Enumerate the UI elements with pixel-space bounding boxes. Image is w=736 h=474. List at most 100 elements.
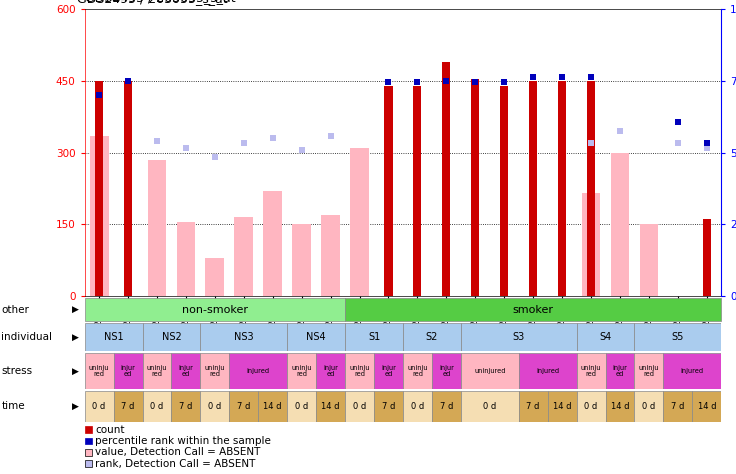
Text: 7 d: 7 d — [526, 402, 540, 411]
Bar — [85, 353, 113, 389]
Text: 7 d: 7 d — [180, 402, 193, 411]
Text: uninju
red: uninju red — [350, 365, 369, 377]
Bar — [461, 323, 576, 351]
Text: NS2: NS2 — [162, 332, 181, 342]
Text: NS3: NS3 — [234, 332, 254, 342]
Text: 0 d: 0 d — [411, 402, 424, 411]
Bar — [461, 353, 519, 389]
Bar — [234, 217, 253, 296]
Bar — [432, 353, 461, 389]
Bar — [414, 86, 422, 296]
Text: value, Detection Call = ABSENT: value, Detection Call = ABSENT — [95, 447, 261, 457]
Text: uninju
red: uninju red — [407, 365, 428, 377]
Bar — [471, 79, 479, 296]
Bar — [287, 323, 345, 351]
Bar — [576, 391, 606, 422]
Text: rank, Detection Call = ABSENT: rank, Detection Call = ABSENT — [95, 459, 255, 469]
Bar — [611, 153, 629, 296]
Bar — [143, 353, 171, 389]
Bar — [148, 160, 166, 296]
Bar — [519, 353, 576, 389]
Bar — [316, 391, 345, 422]
Text: uninju
red: uninju red — [581, 365, 601, 377]
Bar — [258, 391, 287, 422]
Text: 14 d: 14 d — [322, 402, 340, 411]
Bar — [205, 257, 224, 296]
Text: stress: stress — [1, 366, 32, 376]
Text: 7 d: 7 d — [237, 402, 250, 411]
Bar — [321, 215, 340, 296]
Text: 14 d: 14 d — [611, 402, 629, 411]
Text: injur
ed: injur ed — [381, 365, 396, 377]
Text: individual: individual — [1, 332, 52, 342]
Bar — [576, 353, 606, 389]
Text: 0 d: 0 d — [584, 402, 598, 411]
Text: percentile rank within the sample: percentile rank within the sample — [95, 436, 271, 446]
Text: injured: injured — [247, 368, 270, 374]
Text: smoker: smoker — [513, 304, 553, 315]
Bar — [345, 298, 721, 321]
Text: uninju
red: uninju red — [291, 365, 312, 377]
Bar — [316, 353, 345, 389]
Text: uninju
red: uninju red — [146, 365, 167, 377]
Bar — [85, 460, 92, 467]
Bar — [292, 224, 311, 296]
Bar — [113, 391, 143, 422]
Bar — [403, 353, 432, 389]
Bar — [634, 323, 721, 351]
Text: 7 d: 7 d — [121, 402, 135, 411]
Bar — [171, 391, 200, 422]
Text: count: count — [95, 425, 124, 435]
Bar — [634, 391, 663, 422]
Text: 7 d: 7 d — [382, 402, 395, 411]
Text: injur
ed: injur ed — [121, 365, 135, 377]
Text: 0 d: 0 d — [150, 402, 163, 411]
Text: S3: S3 — [512, 332, 525, 342]
Bar — [403, 391, 432, 422]
Bar — [287, 391, 316, 422]
Text: non-smoker: non-smoker — [182, 304, 248, 315]
Text: time: time — [1, 401, 25, 411]
Bar — [85, 391, 113, 422]
Text: S1: S1 — [368, 332, 381, 342]
Text: uninju
red: uninju red — [205, 365, 225, 377]
Text: injur
ed: injur ed — [612, 365, 627, 377]
Bar — [85, 427, 92, 433]
Text: S2: S2 — [425, 332, 438, 342]
Text: ▶: ▶ — [72, 402, 79, 411]
Text: ▶: ▶ — [72, 333, 79, 341]
Text: injur
ed: injur ed — [323, 365, 338, 377]
Bar — [403, 323, 461, 351]
Bar — [345, 323, 403, 351]
Bar — [703, 219, 711, 296]
Text: injured: injured — [536, 368, 559, 374]
Bar — [693, 391, 721, 422]
Bar — [384, 86, 392, 296]
Text: 0 d: 0 d — [93, 402, 106, 411]
Bar — [85, 438, 92, 445]
Bar — [576, 323, 634, 351]
Bar — [177, 222, 195, 296]
Text: 7 d: 7 d — [671, 402, 684, 411]
Bar — [200, 323, 287, 351]
Text: injur
ed: injur ed — [179, 365, 194, 377]
Bar — [663, 353, 721, 389]
Bar — [95, 81, 103, 296]
Text: ▶: ▶ — [72, 305, 79, 314]
Bar — [558, 81, 566, 296]
Bar — [200, 353, 230, 389]
Text: ▶: ▶ — [72, 366, 79, 375]
Bar — [85, 298, 345, 321]
Bar — [606, 353, 634, 389]
Bar — [529, 81, 537, 296]
Text: 0 d: 0 d — [643, 402, 656, 411]
Bar — [230, 353, 287, 389]
Bar — [143, 391, 171, 422]
Text: 0 d: 0 d — [483, 402, 496, 411]
Text: GDS2495 / 203055_s_at: GDS2495 / 203055_s_at — [85, 0, 236, 4]
Bar — [200, 391, 230, 422]
Text: 14 d: 14 d — [553, 402, 571, 411]
Text: S5: S5 — [672, 332, 684, 342]
Bar — [606, 391, 634, 422]
Text: uninju
red: uninju red — [89, 365, 110, 377]
